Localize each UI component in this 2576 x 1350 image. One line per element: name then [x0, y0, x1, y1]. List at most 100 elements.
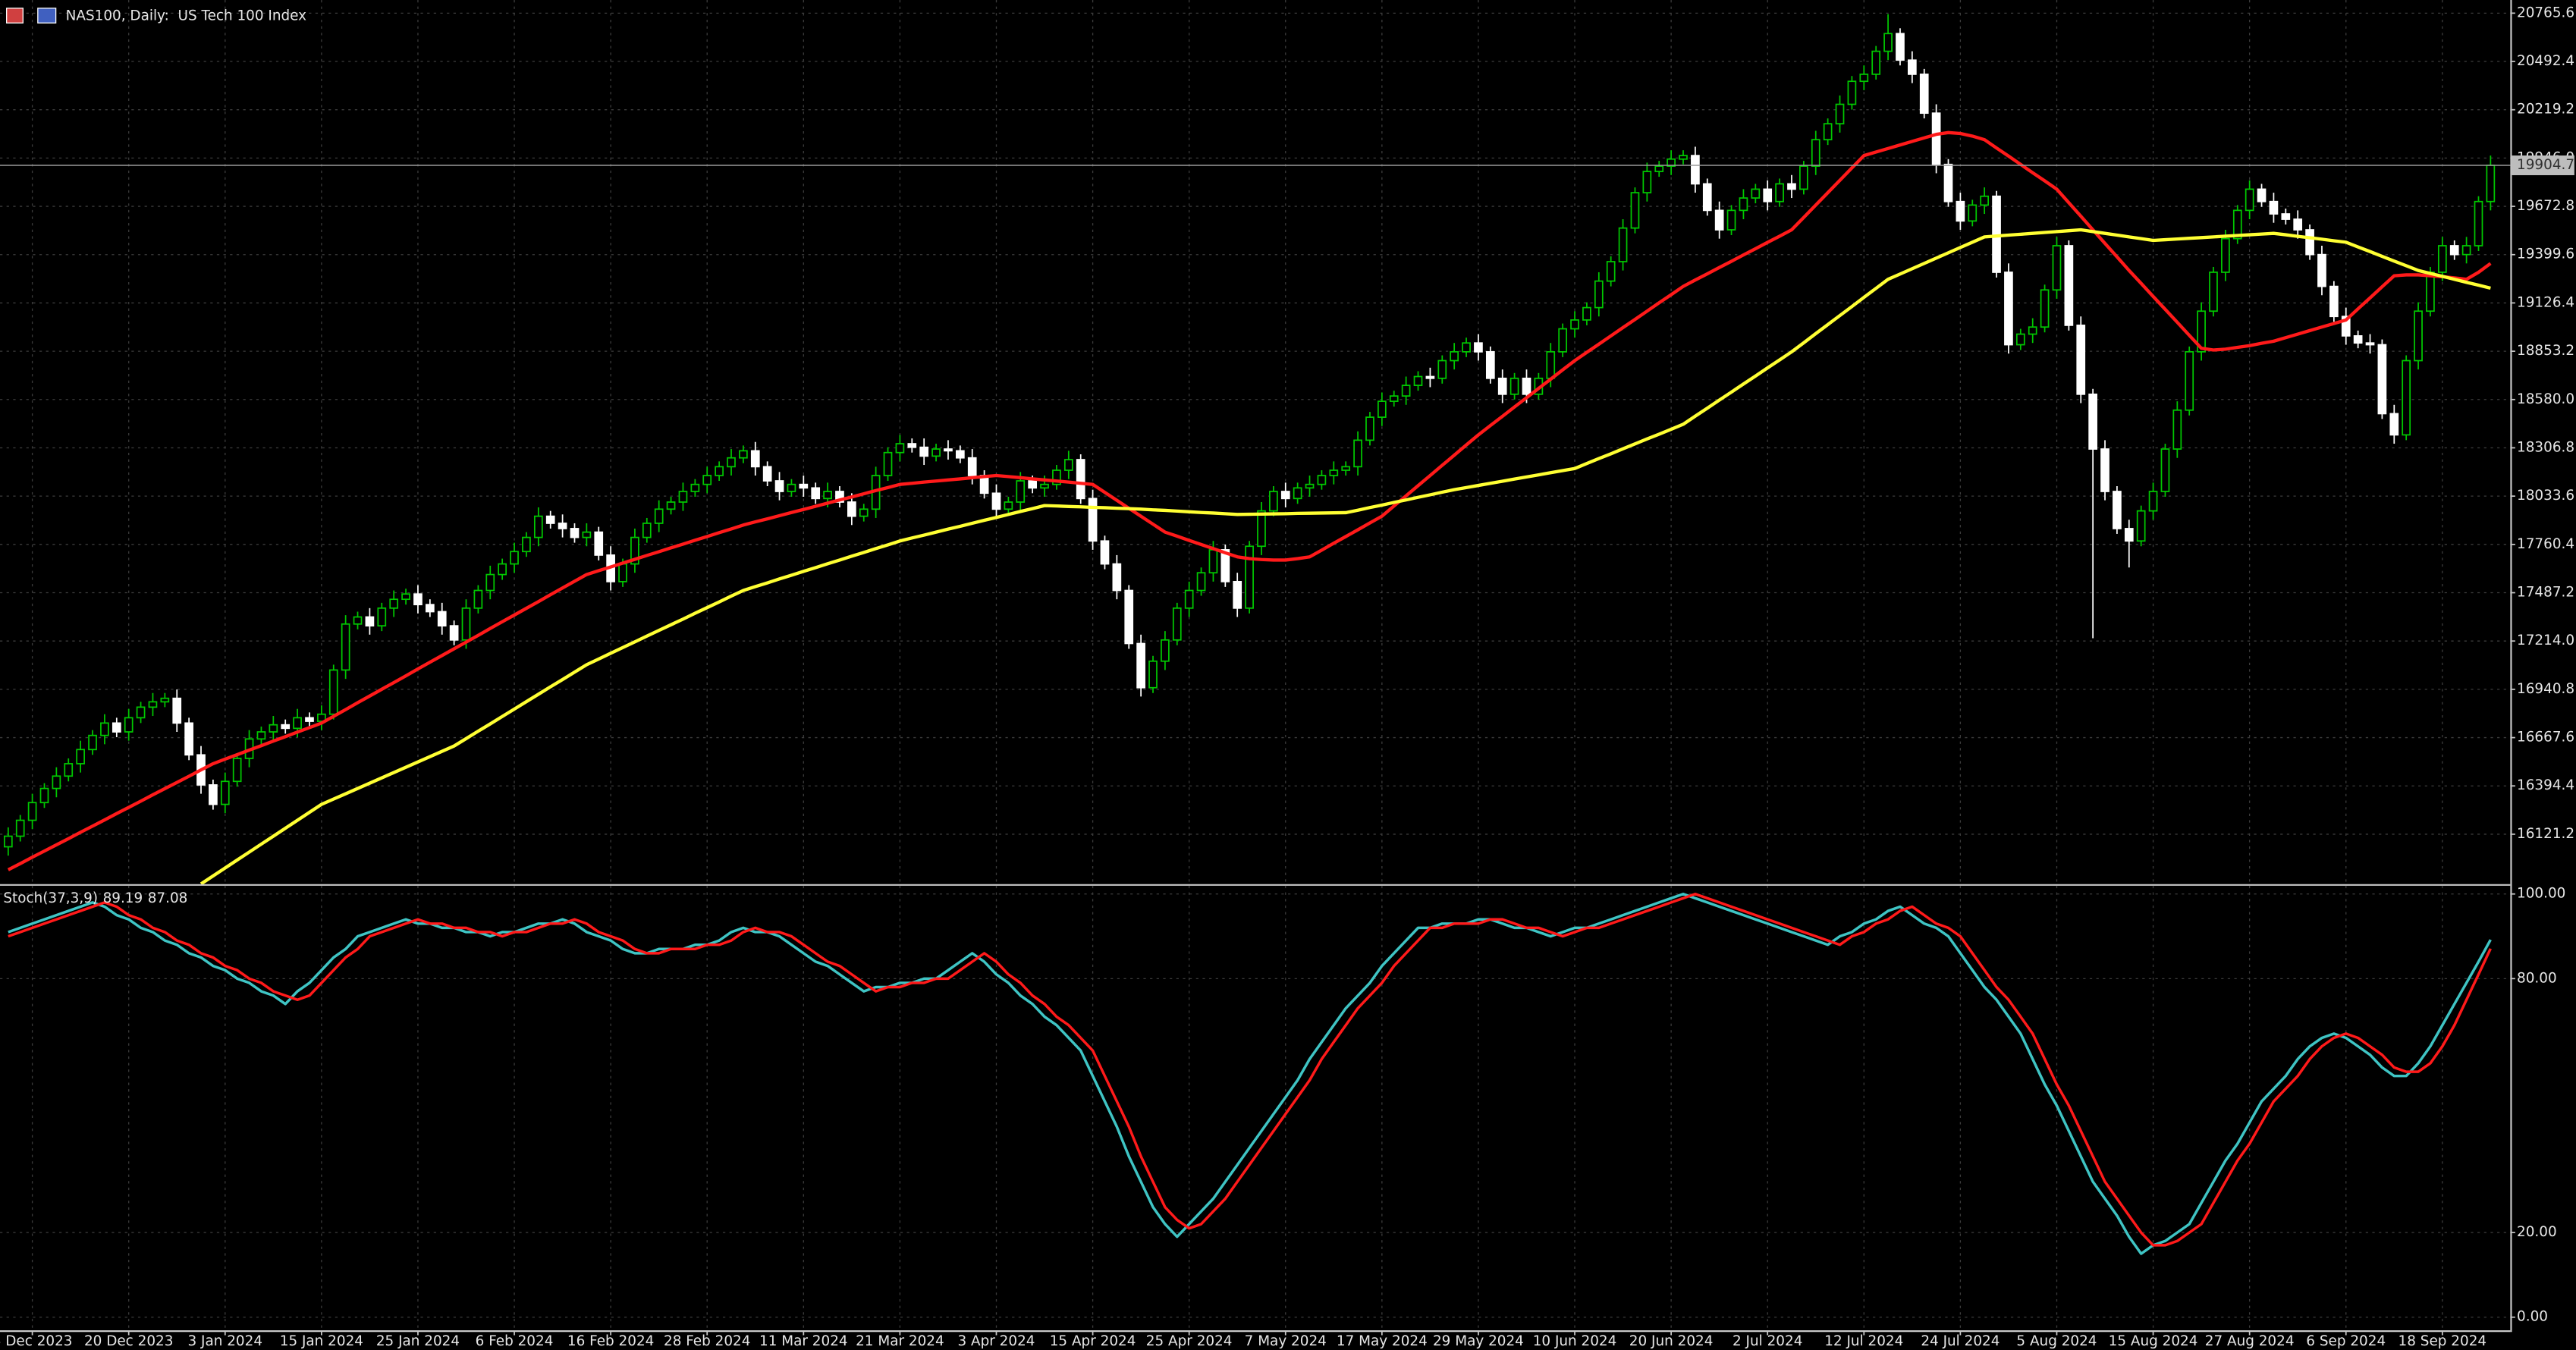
- candle-body: [1522, 377, 1531, 395]
- candle-body: [281, 724, 291, 730]
- candle-body: [1618, 227, 1628, 262]
- candle-body: [2015, 333, 2025, 346]
- price-label: 19904.7: [2517, 157, 2574, 173]
- candle-body: [618, 563, 627, 582]
- x-tick-label: 20 Jun 2024: [1629, 1333, 1714, 1349]
- candle-body: [944, 448, 953, 452]
- price-label-box: [2512, 155, 2574, 175]
- candle-body: [2172, 409, 2182, 450]
- candle-body: [895, 443, 905, 454]
- stochastic-line: [8, 893, 2492, 1247]
- candle-body: [365, 616, 375, 627]
- candle-body: [1305, 483, 1315, 489]
- candle-body: [2377, 344, 2387, 415]
- candle-body: [2281, 213, 2291, 220]
- candle-body: [2305, 229, 2314, 256]
- candle-body: [1751, 188, 1761, 199]
- candle-body: [1582, 306, 1591, 321]
- candle-body: [2185, 350, 2194, 411]
- y-tick-label: 20.00: [2517, 1224, 2557, 1240]
- candle-body: [1172, 607, 1182, 641]
- candle-body: [847, 501, 856, 517]
- candle-body: [100, 722, 109, 736]
- candle-body: [124, 717, 134, 733]
- y-tick-label: 17487.2: [2517, 585, 2574, 601]
- candle-body: [1028, 480, 1038, 489]
- x-tick-label: 7 May 2024: [1245, 1333, 1327, 1349]
- y-tick-label: 16667.6: [2517, 730, 2574, 746]
- x-tick-label: 6 Sep 2024: [2306, 1333, 2386, 1349]
- y-tick-label: 17214.0: [2517, 633, 2574, 648]
- candle-body: [1968, 204, 1978, 222]
- y-tick-label: 16394.4: [2517, 777, 2574, 793]
- candle-body: [485, 573, 495, 592]
- candle-body: [1667, 158, 1676, 167]
- candle-body: [1691, 155, 1700, 185]
- candle-body: [377, 607, 387, 627]
- candle-body: [269, 724, 278, 733]
- candle-body: [1220, 549, 1230, 582]
- x-tick-label: 11 Mar 2024: [759, 1333, 848, 1349]
- candle-body: [630, 536, 639, 565]
- x-tick-label: 25 Jan 2024: [376, 1333, 460, 1349]
- candle-body: [835, 491, 844, 503]
- candle-body: [2124, 528, 2134, 542]
- candle-body: [883, 451, 893, 476]
- candle-body: [1063, 459, 1073, 471]
- candle-body: [2437, 245, 2447, 273]
- candle-body: [522, 536, 531, 553]
- x-tick-label: 20 Dec 2023: [84, 1333, 173, 1349]
- y-tick-label: 19126.4: [2517, 294, 2574, 310]
- candle-body: [2052, 245, 2062, 291]
- candle-body: [1293, 487, 1302, 500]
- x-tick-label: 2 Jul 2024: [1733, 1333, 1802, 1349]
- candle-body: [88, 734, 97, 751]
- candle-body: [1702, 183, 1712, 212]
- x-tick-label: 15 Jan 2024: [280, 1333, 363, 1349]
- candle-body: [1148, 660, 1158, 689]
- candle-body: [437, 611, 447, 627]
- candle-body: [473, 589, 483, 609]
- x-tick-label: 12 Jul 2024: [1824, 1333, 1903, 1349]
- candle-body: [1835, 103, 1845, 125]
- candle-body: [1883, 33, 1893, 52]
- candle-body: [1787, 183, 1796, 190]
- candle-body: [739, 450, 748, 459]
- candle-body: [341, 623, 350, 671]
- candle-body: [1558, 328, 1567, 353]
- candle-body: [582, 531, 592, 538]
- x-tick-label: 18 Sep 2024: [2399, 1333, 2487, 1349]
- candle-body: [2221, 237, 2230, 273]
- candle-body: [1462, 342, 1471, 353]
- chart-icon[interactable]: [37, 8, 57, 24]
- candle-body: [2414, 310, 2423, 362]
- candle-body: [2426, 272, 2435, 312]
- candle-body: [1365, 416, 1374, 441]
- candle-body: [1184, 589, 1194, 609]
- candle-body: [498, 563, 507, 576]
- y-tick-label: 16121.2: [2517, 826, 2574, 842]
- candle-body: [2474, 200, 2483, 246]
- candle-body: [1004, 501, 1013, 510]
- candle-body: [1124, 589, 1134, 645]
- candle-body: [1509, 377, 1519, 395]
- candle-body: [715, 466, 724, 476]
- grid: [0, 0, 2511, 1331]
- y-tick-label: 17760.4: [2517, 536, 2574, 552]
- candle-body: [1100, 540, 1110, 565]
- candle-body: [1245, 545, 1254, 609]
- candle-body: [1497, 377, 1507, 395]
- candle-body: [1931, 112, 1941, 165]
- candle-body: [389, 598, 399, 609]
- candle-body: [1654, 165, 1664, 172]
- candle-body: [1353, 439, 1362, 468]
- candle-body: [2076, 325, 2086, 395]
- candle-body: [666, 501, 676, 510]
- candle-body: [931, 448, 941, 457]
- menu-icon[interactable]: [6, 8, 24, 24]
- candle-body: [148, 701, 158, 708]
- candle-body: [1642, 171, 1652, 193]
- candle-body: [1329, 469, 1339, 476]
- y-tick-label: 100.00: [2517, 886, 2565, 902]
